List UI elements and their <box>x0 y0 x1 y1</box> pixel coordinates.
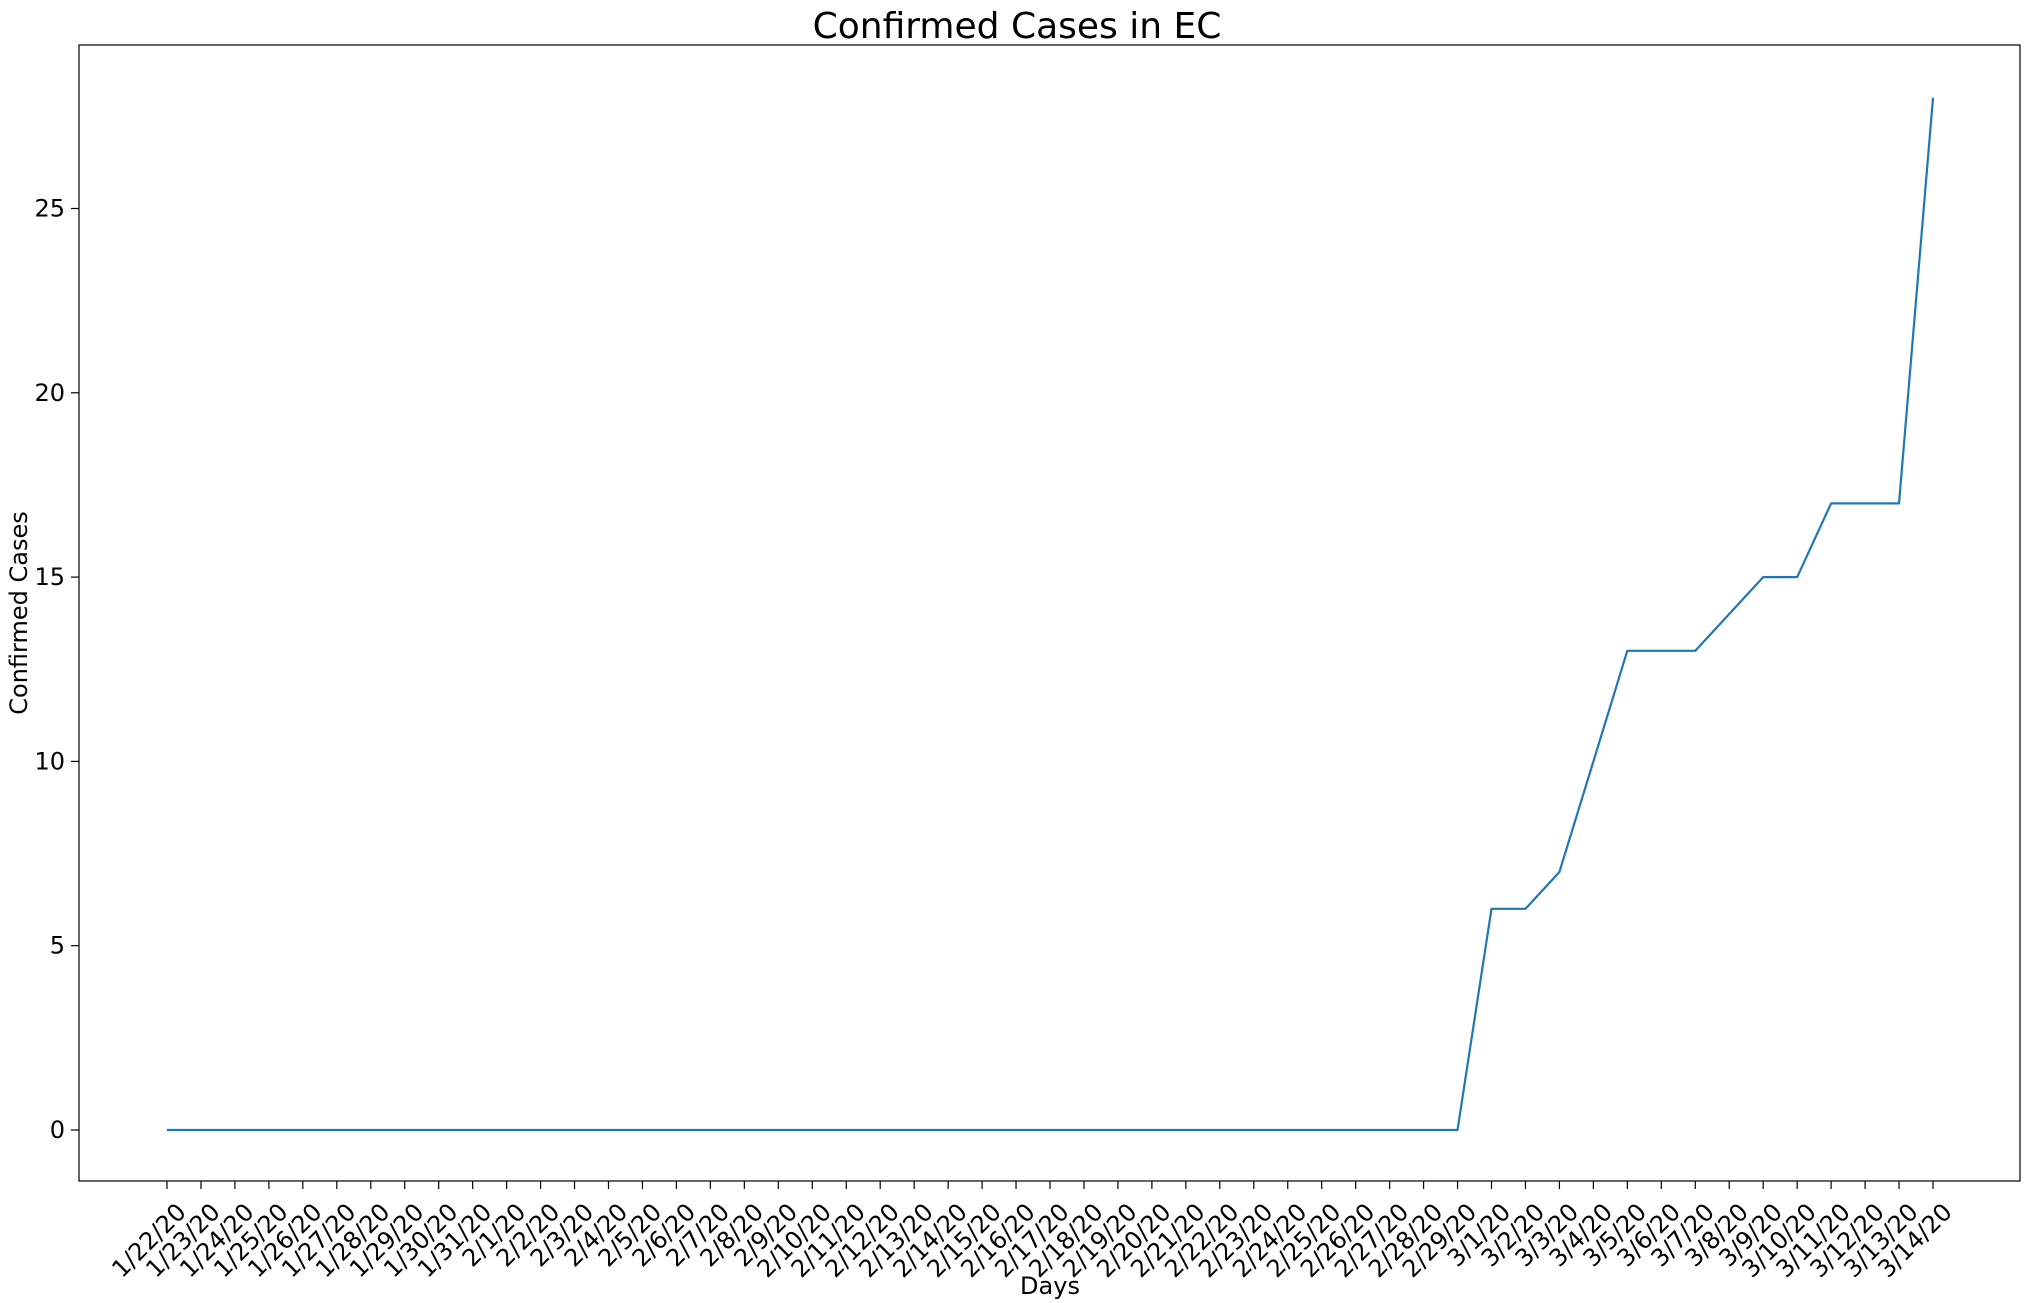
series-line <box>167 97 1935 1132</box>
series-confirmed-cases <box>167 97 1935 1132</box>
y-axis: 0 5 10 15 20 25 <box>34 195 79 1144</box>
y-tick-label: 0 <box>50 1116 65 1144</box>
y-tick-label: 25 <box>34 195 65 223</box>
y-tick-label: 5 <box>50 932 65 960</box>
chart-title: Confirmed Cases in EC <box>813 6 1222 47</box>
y-tick-label: 20 <box>34 379 65 407</box>
x-axis: 1/22/201/23/201/24/201/25/201/26/201/27/… <box>106 1181 1958 1283</box>
y-tick-label: 15 <box>34 563 65 591</box>
y-axis-label: Confirmed Cases <box>5 511 33 714</box>
y-tick-label: 10 <box>34 747 65 775</box>
x-axis-label: Days <box>1020 1272 1080 1300</box>
